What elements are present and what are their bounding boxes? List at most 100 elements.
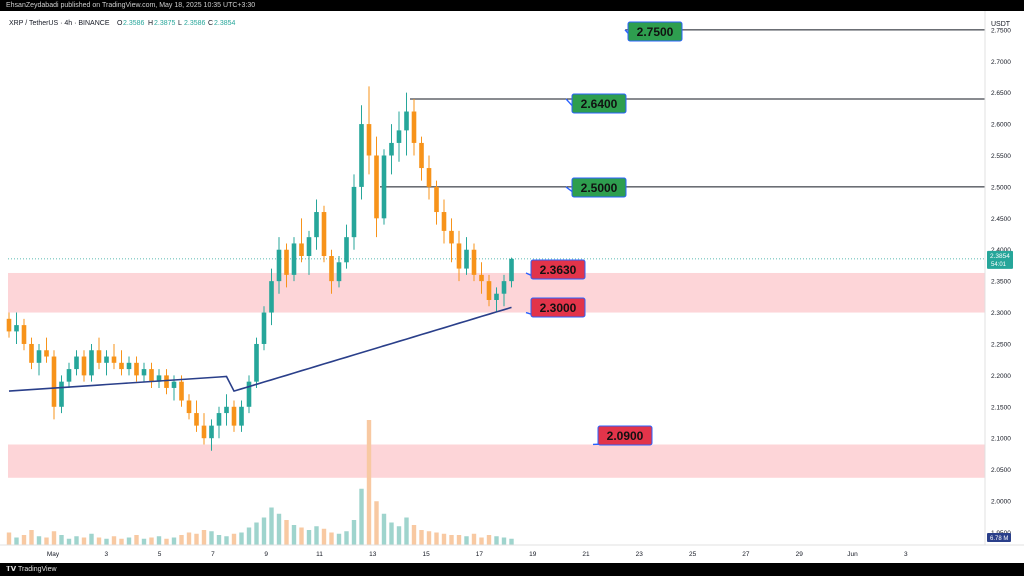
- candle-63: [479, 262, 484, 294]
- time-tick-4: 9: [264, 551, 268, 558]
- candle-body-21: [164, 375, 169, 388]
- price-tick-15: 2.0000: [991, 499, 1011, 506]
- level-label-2.6400[interactable]: 2.6400: [565, 93, 627, 114]
- volume-bar-41: [314, 526, 319, 545]
- level-label-2.0900[interactable]: 2.0900: [592, 425, 653, 446]
- publish-header-text: EhsanZeydabadi published on TradingView.…: [6, 2, 256, 9]
- volume-bar-27: [209, 531, 214, 545]
- volume-bar-62: [471, 533, 477, 545]
- candle-body-18: [141, 369, 147, 376]
- candle-body-23: [179, 381, 184, 401]
- candle-13: [104, 350, 109, 376]
- tradingview-logo-icon: 𝗧𝗩: [6, 566, 17, 573]
- price-scale-currency: USDT: [991, 21, 1011, 28]
- candle-3: [29, 337, 34, 370]
- candle-50: [381, 149, 387, 225]
- moving-average-line: [8, 306, 512, 393]
- candle-40: [306, 230, 312, 275]
- volume-bar-22: [171, 537, 177, 545]
- level-label-box-2.6400: [571, 93, 627, 114]
- volume-bar-67: [509, 538, 514, 545]
- candle-41: [314, 199, 319, 250]
- level-label-2.7500[interactable]: 2.7500: [624, 21, 683, 42]
- volume-bar-5: [44, 537, 49, 545]
- volume-bar-52: [396, 526, 402, 545]
- candle-body-59: [449, 230, 454, 244]
- candle-42: [321, 205, 327, 263]
- candle-37: [284, 243, 289, 288]
- candle-body-51: [389, 142, 394, 156]
- level-label-text-2.3630: 2.3630: [540, 263, 577, 277]
- level-label-text-2.5000: 2.5000: [581, 181, 618, 195]
- candle-body-56: [426, 168, 432, 187]
- legend-symbol: XRP / TetherUS · 4h · BINANCE: [9, 20, 110, 27]
- level-label-2.5000[interactable]: 2.5000: [565, 177, 627, 198]
- candle-body-8: [66, 369, 72, 382]
- volume-bar-64: [486, 535, 492, 545]
- volume-marker: 6.78 M: [987, 533, 1011, 542]
- candle-46: [351, 174, 357, 250]
- candle-body-58: [441, 212, 447, 231]
- candle-body-28: [216, 413, 222, 426]
- candle-28: [216, 406, 222, 439]
- volume-bar-42: [321, 528, 327, 545]
- volume-bar-38: [291, 525, 297, 545]
- candle-49: [374, 136, 379, 238]
- time-tick-2: 5: [158, 551, 162, 558]
- volume-bar-19: [149, 537, 154, 545]
- candle-1: [14, 312, 19, 344]
- candle-body-43: [329, 256, 334, 282]
- price-tick-9: 2.3000: [991, 310, 1011, 317]
- level-label-text-2.7500: 2.7500: [637, 25, 674, 39]
- level-label-box-2.0900: [597, 425, 653, 446]
- price-chart[interactable]: 2.7500 2.6400 2.5000 2.3630 2.3000 2.0900 XRP…: [0, 11, 1024, 563]
- candle-54: [411, 98, 417, 156]
- level-label-text-2.0900: 2.0900: [607, 429, 644, 443]
- candle-43: [329, 249, 334, 294]
- time-tick-15: Jun: [847, 551, 858, 558]
- price-tick-10: 2.2500: [991, 341, 1011, 348]
- volume-bar-61: [464, 536, 469, 545]
- candle-66: [501, 274, 507, 307]
- brand-name: TradingView: [18, 566, 57, 573]
- volume-bar-29: [224, 536, 229, 545]
- candle-body-40: [306, 237, 312, 257]
- candle-body-16: [126, 362, 132, 370]
- volume-bar-51: [389, 522, 394, 545]
- volume-bar-4: [36, 536, 42, 545]
- time-tick-7: 15: [422, 551, 430, 558]
- time-tick-13: 27: [742, 551, 750, 558]
- level-label-2.3630[interactable]: 2.3630: [525, 259, 586, 280]
- candle-67: [509, 257, 514, 288]
- level-label-2.3000[interactable]: 2.3000: [525, 297, 586, 318]
- candle-body-39: [299, 243, 304, 257]
- candle-body-7: [59, 381, 64, 407]
- volume-bar-25: [194, 533, 199, 545]
- candle-26: [201, 413, 207, 445]
- candle-9: [74, 350, 79, 376]
- candle-body-64: [486, 281, 492, 300]
- candle-body-36: [276, 249, 282, 282]
- candle-58: [441, 199, 447, 244]
- candle-body-4: [36, 350, 42, 363]
- candle-31: [239, 400, 244, 432]
- time-tick-0: May: [47, 551, 60, 558]
- candle-body-53: [404, 111, 409, 131]
- candle-16: [126, 356, 132, 376]
- candle-24: [186, 394, 192, 420]
- level-label-box-2.7500: [627, 21, 683, 42]
- volume-bar-28: [216, 535, 222, 545]
- time-scale[interactable]: May 3 5 7 9 11 13 15 17 19 21 23 25 27 29 Jun 3: [47, 551, 908, 558]
- candle-body-60: [456, 243, 462, 269]
- volume-bar-17: [134, 535, 139, 545]
- time-tick-6: 13: [369, 551, 377, 558]
- candle-47: [359, 105, 364, 200]
- candle-30: [231, 400, 237, 432]
- volume-bar-36: [276, 513, 282, 545]
- volume-bar-3: [29, 530, 34, 545]
- level-label-text-2.6400: 2.6400: [581, 97, 618, 111]
- volume-bar-0: [6, 532, 12, 545]
- candle-48: [366, 86, 372, 175]
- volume-bar-31: [239, 532, 244, 545]
- level-label-text-2.3000: 2.3000: [540, 301, 577, 315]
